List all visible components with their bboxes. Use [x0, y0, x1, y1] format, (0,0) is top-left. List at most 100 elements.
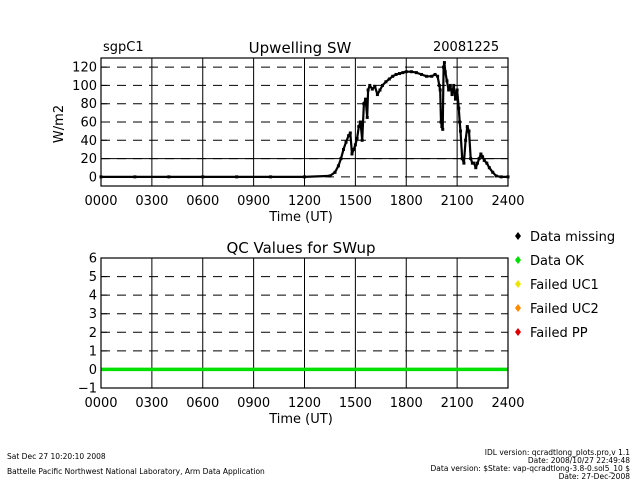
- chart1-data-point: [479, 152, 483, 156]
- chart1-data-point: [494, 174, 498, 178]
- chart2-x-tick-label: 0300: [135, 396, 168, 411]
- chart1-y-tick-label: 80: [80, 97, 97, 112]
- chart1-data-point: [397, 72, 401, 76]
- chart1-data-point: [467, 129, 471, 133]
- chart1-data-point: [342, 147, 346, 151]
- chart1-x-tick-label: 0900: [237, 194, 270, 209]
- chart1-data-point: [303, 175, 306, 179]
- legend-label-data-ok: Data OK: [530, 254, 584, 269]
- chart1-data-point: [455, 88, 459, 92]
- chart2-x-tick-label: 2400: [491, 396, 524, 411]
- chart1-data-point: [477, 157, 481, 161]
- chart1-data-point: [462, 161, 466, 165]
- footer-idl-date: Date: 2008/10/27 22:49:48: [528, 456, 630, 465]
- legend-label-failed-uc1: Failed UC1: [530, 278, 599, 293]
- chart1-data-point: [438, 88, 442, 92]
- chart2-y-tick-label: 5: [89, 270, 97, 285]
- chart2-y-tick-label: 0: [89, 363, 97, 378]
- chart1-data-point: [443, 70, 447, 74]
- chart1-data-point: [475, 161, 479, 165]
- chart1-y-tick-label: 100: [72, 79, 97, 94]
- chart1-data-point: [425, 74, 429, 78]
- chart1-data-point: [459, 129, 463, 133]
- footer-org: Battelle Pacific Northwest National Labo…: [7, 467, 265, 476]
- chart1-y-tick-label: 20: [80, 152, 97, 167]
- chart2-y-tick-label: 6: [89, 252, 97, 267]
- chart1-data-point: [368, 83, 372, 87]
- chart2-x-tick-label: 1500: [339, 396, 372, 411]
- chart1-data-point: [439, 120, 443, 124]
- chart1-data-point: [352, 147, 356, 151]
- chart1-data-point: [445, 79, 449, 83]
- chart1-title: Upwelling SW: [249, 39, 352, 57]
- chart1-y-tick-label: 60: [80, 116, 97, 131]
- legend-label-data-missing: Data missing: [530, 230, 615, 245]
- chart1-data-point: [452, 83, 456, 87]
- chart1-data-point: [472, 161, 476, 165]
- chart2-y-tick-label: 3: [89, 307, 97, 322]
- chart1-data-point: [378, 88, 382, 92]
- chart1-data-point: [370, 87, 374, 91]
- chart1-plot-frame: [100, 57, 509, 187]
- footer-data-date: Date: 27-Dec-2008: [559, 472, 631, 480]
- chart1-data-point: [328, 174, 332, 178]
- chart2-x-tick-label: 1200: [288, 396, 321, 411]
- footer-idl-version: IDL version: qcradtlong_plots.pro,v 1.1: [485, 448, 630, 457]
- chart2-x-tick-label: 0000: [84, 396, 117, 411]
- chart2-x-tick-label: 2100: [441, 396, 474, 411]
- chart1-data-point: [420, 72, 424, 76]
- legend-marker-data-missing: [515, 232, 521, 240]
- chart1-data-point: [366, 88, 370, 92]
- chart1-data-point: [414, 71, 418, 75]
- chart1-data-point: [457, 106, 461, 110]
- upwelling-sw-chart: 0000 0300 0600 0900 1200 1500 1800 2100 2400 0 20 4…: [72, 57, 525, 209]
- chart1-data-point: [441, 127, 445, 131]
- chart1-data-point: [365, 115, 369, 119]
- chart1-data-point: [350, 152, 354, 156]
- footer-run-time: Sat Dec 27 10:20:10 2008: [7, 452, 106, 461]
- chart1-data-point: [373, 84, 377, 88]
- chart1-data-point: [447, 88, 451, 92]
- chart1-y-tick-label: 40: [80, 134, 97, 149]
- legend-marker-failed-uc1: [515, 280, 521, 288]
- chart2-y-tick-label: 4: [89, 289, 97, 304]
- legend-marker-data-ok: [515, 256, 521, 264]
- chart1-data-point: [348, 131, 352, 135]
- chart1-x-tick-label: 0600: [186, 194, 219, 209]
- footer-data-version: Data version: $State: vap-qcradtlong-3.8…: [431, 464, 631, 473]
- legend-item-data-ok: Data OK: [515, 254, 584, 269]
- chart1-data-point: [499, 175, 503, 179]
- chart1-data-point: [355, 136, 359, 140]
- chart1-data-point: [381, 83, 385, 87]
- chart1-data-point: [487, 166, 491, 170]
- chart1-x-tick-label: 0000: [84, 194, 117, 209]
- chart1-data-point: [347, 134, 351, 138]
- chart1-data-point: [360, 138, 364, 142]
- chart2-xlabel: Time (UT): [268, 412, 333, 427]
- chart1-data-point: [339, 157, 343, 161]
- chart1-data-point: [474, 166, 478, 170]
- chart1-data-point: [401, 71, 405, 75]
- legend-item-data-missing: Data missing: [515, 230, 615, 245]
- chart1-data-point: [353, 143, 357, 147]
- chart1-data-point: [482, 158, 486, 162]
- chart1-x-tick-label: 1500: [339, 194, 372, 209]
- chart1-xlabel: Time (UT): [268, 210, 333, 225]
- chart1-data-point: [436, 74, 440, 78]
- chart1-x-tick-label: 1200: [288, 194, 321, 209]
- chart1-x-tick-label: 0300: [135, 194, 168, 209]
- chart1-data-point: [464, 138, 468, 142]
- chart1-data-point: [442, 61, 446, 65]
- chart1-data-point: [453, 97, 457, 101]
- chart1-data-point: [375, 93, 379, 97]
- chart1-data-point: [167, 175, 171, 179]
- chart1-data-point: [460, 157, 464, 161]
- chart1-data-point: [404, 70, 408, 74]
- legend-item-failed-uc1: Failed UC1: [515, 278, 599, 293]
- chart1-data-point: [201, 175, 205, 179]
- chart1-data-point: [470, 161, 474, 165]
- legend-marker-failed-pp: [515, 328, 521, 336]
- chart1-data-point: [481, 155, 485, 159]
- chart1-x-tick-label: 2400: [491, 194, 524, 209]
